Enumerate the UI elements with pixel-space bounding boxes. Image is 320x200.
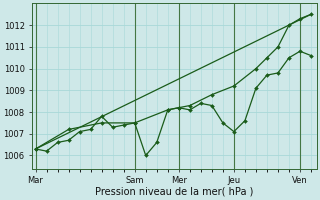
X-axis label: Pression niveau de la mer( hPa ): Pression niveau de la mer( hPa ) [95,187,253,197]
